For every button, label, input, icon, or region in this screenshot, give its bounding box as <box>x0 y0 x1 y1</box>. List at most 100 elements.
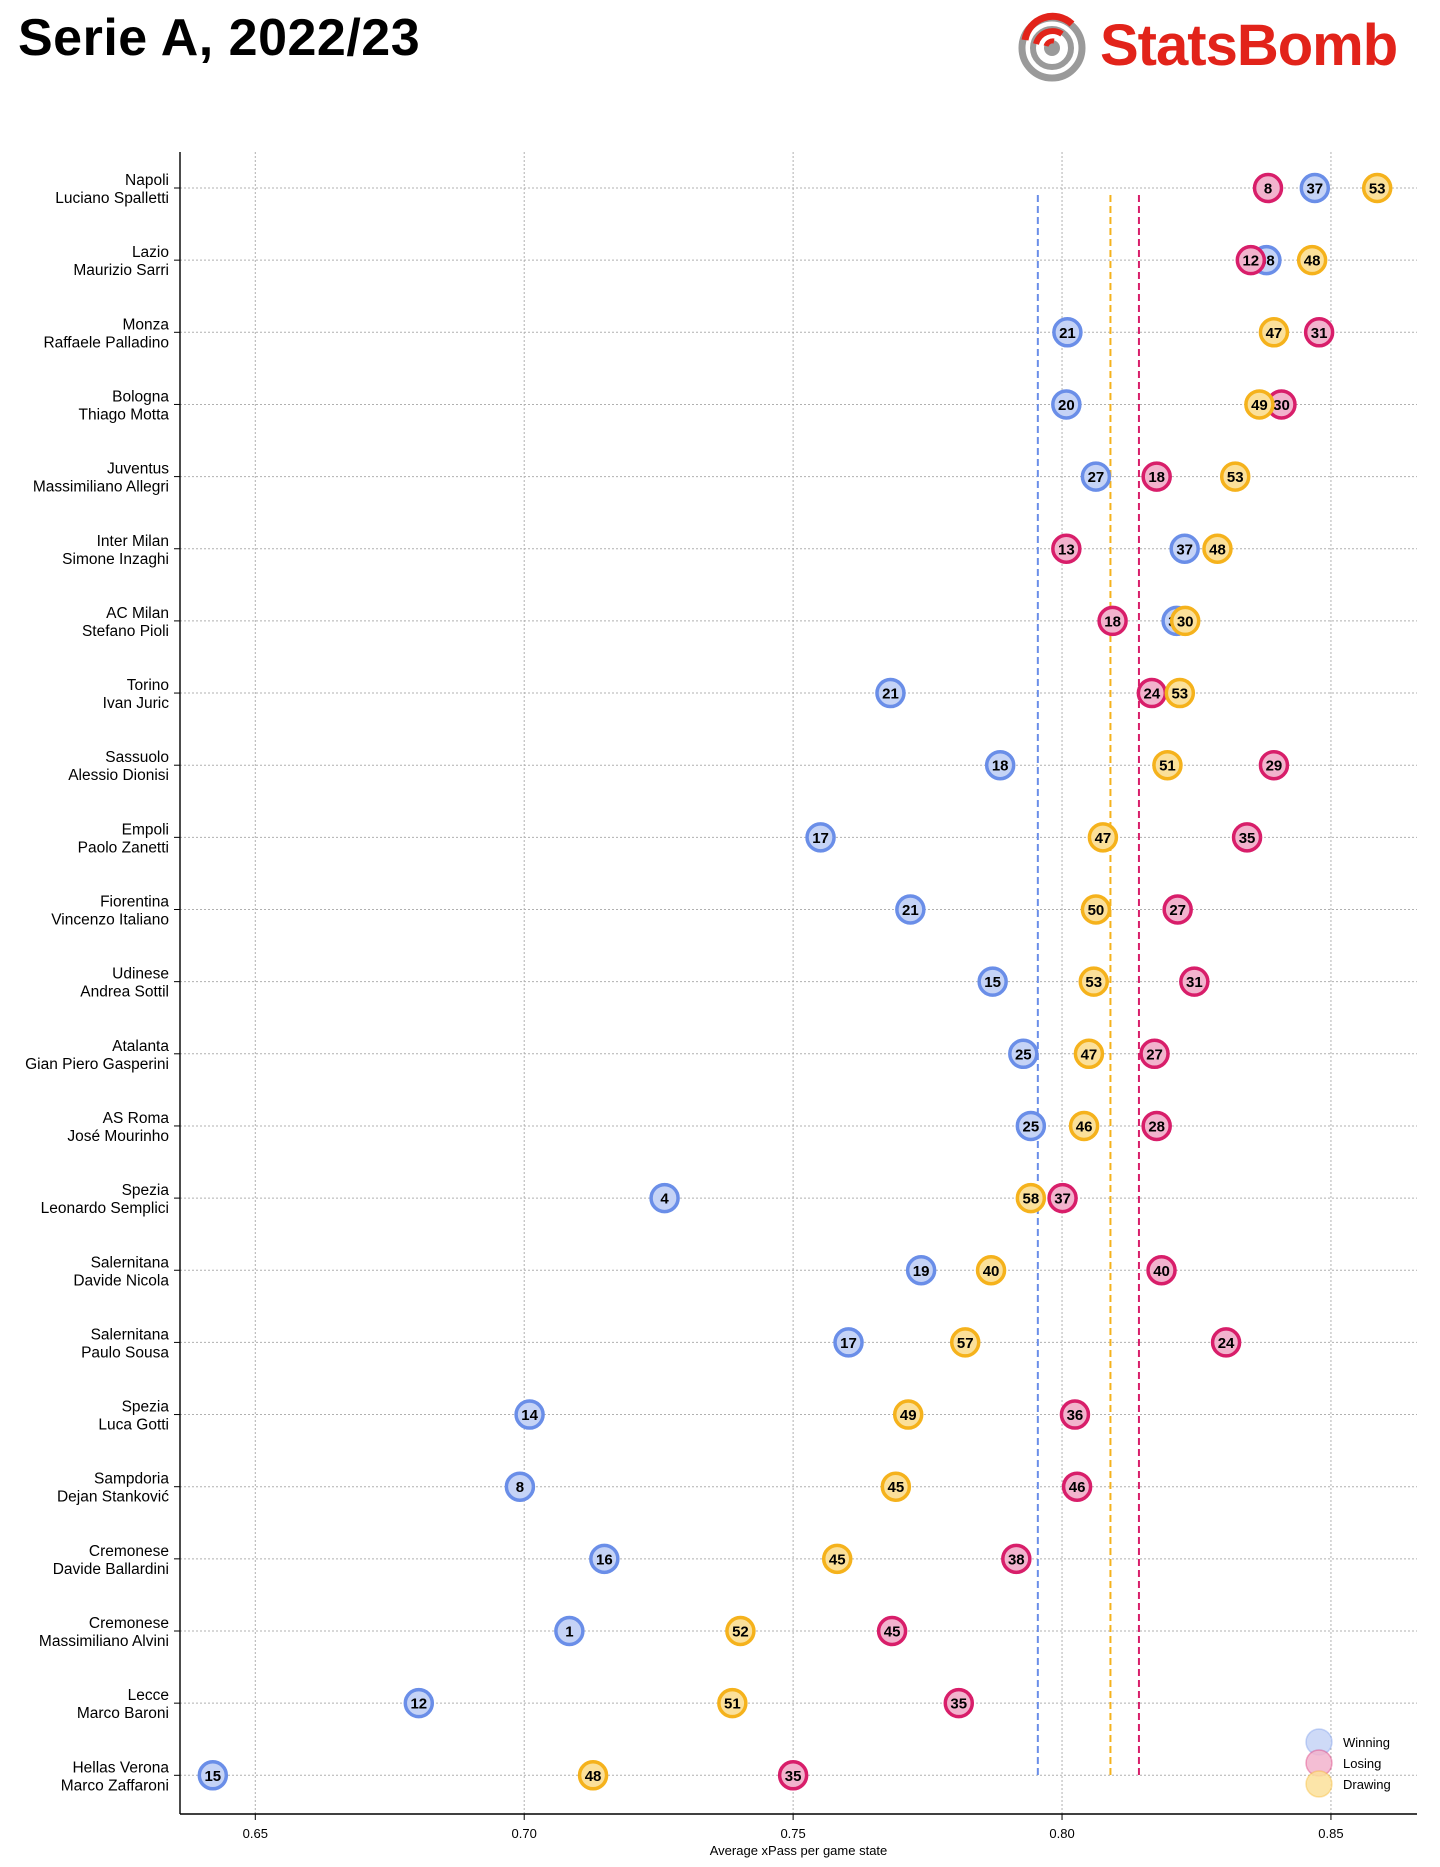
row-manager-label: Simone Inzaghi <box>62 551 169 568</box>
row-manager-label: Marco Zaffaroni <box>61 1777 169 1794</box>
winning-dot-label: 15 <box>984 974 1001 991</box>
legend-label-winning: Winning <box>1343 1735 1390 1750</box>
x-tick-label: 0.80 <box>1049 1826 1074 1841</box>
winning-dot <box>905 1255 937 1286</box>
drawing-dot <box>1244 389 1275 420</box>
winning-dot <box>589 1543 620 1575</box>
row-team-label: Cremonese <box>89 1543 169 1560</box>
winning-dot <box>875 677 906 709</box>
winning-dot-label: 17 <box>840 1335 857 1352</box>
drawing-dot-label: 48 <box>1304 253 1321 270</box>
row-manager-label: Luca Gotti <box>98 1417 169 1434</box>
row-manager-label: Ivan Juric <box>103 695 170 712</box>
losing-dot <box>943 1687 975 1719</box>
legend-marker-drawing <box>1305 1770 1333 1798</box>
drawing-dot <box>1361 172 1393 204</box>
losing-dot-label: 31 <box>1311 325 1328 342</box>
drawing-dot <box>1087 822 1119 853</box>
row-manager-label: Massimiliano Alvini <box>39 1633 169 1650</box>
winning-dot <box>1080 461 1112 492</box>
row-manager-label: Luciano Spalletti <box>55 190 169 207</box>
losing-dot <box>1162 894 1193 925</box>
row-manager-label: Leonardo Semplici <box>41 1200 169 1217</box>
drawing-dot <box>1015 1182 1047 1214</box>
row-team-label: Fiorentina <box>100 894 169 911</box>
winning-dot-label: 20 <box>1058 397 1075 414</box>
row-team-label: Salernitana <box>91 1254 170 1271</box>
losing-dot <box>1179 966 1210 997</box>
losing-dot <box>1051 533 1082 564</box>
row-team-label: Atalanta <box>112 1038 169 1055</box>
drawing-dot-label: 30 <box>1177 613 1194 630</box>
x-tick-label: 0.70 <box>512 1826 537 1841</box>
drawing-dot-label: 51 <box>1159 758 1176 775</box>
row-team-label: Napoli <box>125 172 169 189</box>
losing-dot <box>1210 1327 1242 1358</box>
drawing-dot <box>880 1471 912 1502</box>
row-team-label: Cremonese <box>89 1615 169 1632</box>
row-manager-label: Massimiliano Allegri <box>33 479 169 496</box>
drawing-dot-label: 50 <box>1088 902 1105 919</box>
losing-dot-label: 8 <box>1264 181 1272 198</box>
winning-dot-label: 18 <box>992 758 1009 775</box>
winning-dot-label: 25 <box>1022 1118 1039 1135</box>
x-tick-label: 0.65 <box>243 1826 268 1841</box>
row-team-label: Sampdoria <box>94 1471 169 1488</box>
losing-dot-label: 40 <box>1153 1263 1170 1280</box>
drawing-dot <box>1169 605 1201 637</box>
winning-dot-label: 37 <box>1306 181 1323 198</box>
row-team-label: Lazio <box>132 244 169 261</box>
row-manager-label: Davide Ballardini <box>53 1561 169 1578</box>
winning-dot-label: 21 <box>902 902 919 919</box>
losing-dot-label: 27 <box>1146 1046 1163 1063</box>
series-winning: 37 38 21 20 27 37 30 21 18 17 21 15 25 25 4 19 17 14 8 16 1 1… <box>197 172 1331 1791</box>
winning-dot-label: 17 <box>812 830 829 847</box>
winning-dot <box>984 749 1016 781</box>
losing-dot-label: 37 <box>1054 1191 1071 1208</box>
drawing-dot <box>717 1687 748 1719</box>
drawing-dot-label: 47 <box>1095 830 1112 847</box>
drawing-dot <box>1152 749 1183 781</box>
row-manager-label: Marco Baroni <box>77 1705 169 1722</box>
page-title: Serie A, 2022/23 <box>18 9 421 67</box>
row-manager-label: Maurizio Sarri <box>73 262 169 279</box>
x-tick-label: 0.75 <box>780 1826 805 1841</box>
drawing-dot <box>577 1760 609 1791</box>
winning-dot <box>1169 533 1200 564</box>
brand-logo: StatsBomb <box>1016 8 1436 82</box>
winning-dot <box>895 894 926 925</box>
winning-dot-label: 4 <box>660 1191 669 1208</box>
row-manager-label: Alessio Dionisi <box>68 767 169 784</box>
drawing-dot <box>1219 461 1251 492</box>
row-manager-label: Vincenzo Italiano <box>51 912 169 929</box>
losing-dot <box>1252 172 1284 204</box>
drawing-dot <box>949 1327 981 1358</box>
drawing-dot <box>1296 244 1328 276</box>
losing-dot <box>876 1615 908 1647</box>
losing-dot-label: 35 <box>785 1768 802 1785</box>
drawing-dot-label: 49 <box>1251 397 1268 414</box>
losing-dot <box>1258 749 1290 781</box>
drawing-dot-label: 45 <box>888 1479 905 1496</box>
drawing-dot-label: 53 <box>1171 686 1188 703</box>
drawing-dot <box>1068 1110 1100 1142</box>
drawing-dot-label: 45 <box>829 1551 846 1568</box>
series-drawing: 5348474953483053514750534746584057494545… <box>577 172 1393 1791</box>
winning-dot <box>514 1399 545 1430</box>
losing-dot <box>1146 1255 1177 1286</box>
losing-dot-label: 29 <box>1266 758 1283 775</box>
row-team-label: Udinese <box>112 966 169 983</box>
x-tick-label: 0.85 <box>1318 1826 1343 1841</box>
drawing-dot <box>725 1615 756 1647</box>
winning-dot <box>554 1615 585 1647</box>
losing-dot-label: 13 <box>1058 541 1075 558</box>
row-team-label: Spezia <box>122 1399 170 1416</box>
row-manager-label: Davide Nicola <box>73 1272 169 1289</box>
row-team-label: Bologna <box>112 388 169 405</box>
row-manager-label: Thiago Motta <box>79 406 170 423</box>
row-manager-label: José Mourinho <box>67 1128 169 1145</box>
losing-dot <box>1047 1182 1078 1214</box>
winning-dot-label: 16 <box>596 1551 613 1568</box>
losing-dot <box>1061 1471 1093 1502</box>
